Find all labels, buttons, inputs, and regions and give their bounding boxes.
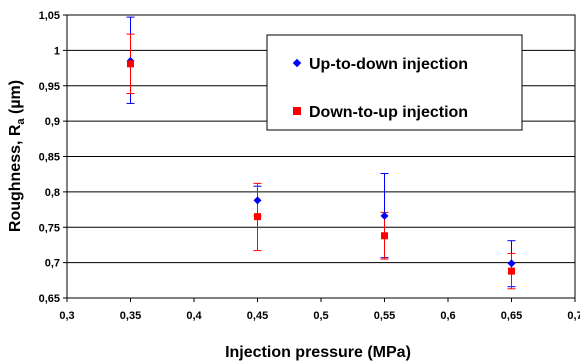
x-tick-label: 0,5: [313, 310, 328, 322]
y-tick-label: 0,95: [39, 81, 60, 93]
legend-label-down-to-up: Down-to-up injection: [309, 104, 468, 121]
x-axis-title: Injection pressure (MPa): [225, 344, 411, 361]
y-tick-label: 1: [54, 45, 60, 57]
legend: Up-to-down injection Down-to-up injectio…: [266, 34, 523, 131]
axis-ticks: 0,65 0,7 0,75 0,8 0,85 0,9 0,95 1 1,05 0,3 0,35 0,4…: [39, 10, 580, 322]
y-axis-title-subscript: a: [15, 118, 27, 125]
legend-marker-down-to-up: [293, 107, 301, 115]
x-tick-label: 0,6: [440, 310, 455, 322]
x-tick-label: 0,55: [374, 310, 395, 322]
y-axis-title: Roughness, Ra (µm): [7, 80, 27, 232]
legend-marker-up-to-down: [292, 58, 302, 68]
x-tick-label: 0,4: [186, 310, 202, 322]
x-tick-label: 0,7: [567, 310, 580, 322]
point-down-to-up: [127, 60, 134, 68]
point-down-to-up: [508, 267, 515, 275]
y-tick-label: 0,85: [39, 152, 60, 164]
y-axis-title-unit: (µm): [7, 80, 24, 119]
y-tick-label: 0,75: [39, 222, 60, 234]
y-tick-label: 0,7: [45, 258, 60, 270]
x-tick-label: 0,35: [120, 310, 141, 322]
x-tick-label: 0,3: [59, 310, 74, 322]
point-down-to-up: [381, 232, 388, 240]
x-tick-label: 0,45: [247, 310, 268, 322]
legend-label-up-to-down: Up-to-down injection: [309, 56, 468, 73]
x-tick-label: 0,65: [501, 310, 522, 322]
error-bars: [126, 16, 516, 290]
point-up-to-down: [253, 196, 262, 205]
legend-box: [266, 34, 523, 131]
y-tick-label: 0,65: [39, 293, 60, 305]
y-axis-title-main: Roughness, R: [7, 124, 24, 232]
point-up-to-down: [507, 259, 516, 268]
data-markers: [126, 56, 516, 275]
point-down-to-up: [254, 213, 261, 221]
y-tick-label: 1,05: [39, 10, 60, 22]
y-tick-label: 0,8: [45, 187, 60, 199]
point-up-to-down: [380, 211, 389, 220]
y-tick-label: 0,9: [45, 116, 60, 128]
